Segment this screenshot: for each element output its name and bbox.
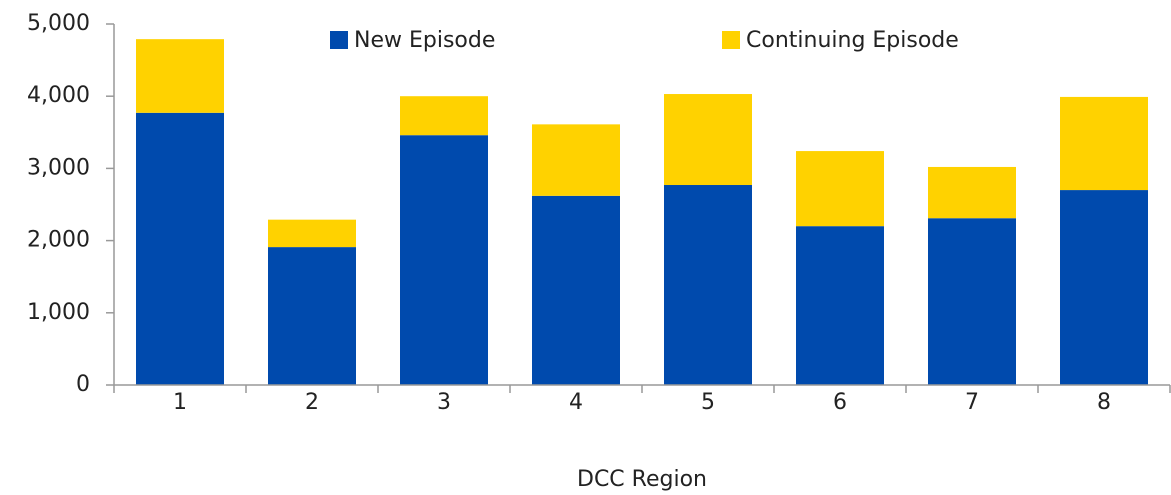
bar-segment <box>664 94 752 186</box>
bar-segment <box>532 124 620 196</box>
bar-segment <box>400 96 488 136</box>
bar-segment <box>400 135 488 385</box>
y-tick-label: 4,000 <box>27 83 90 108</box>
x-tick-label: 1 <box>173 390 187 415</box>
bar-segment <box>136 39 224 113</box>
bar-segment <box>532 195 620 385</box>
x-axis-title: DCC Region <box>577 467 707 492</box>
y-tick-label: 0 <box>76 372 90 397</box>
bar-segment <box>928 218 1016 385</box>
x-tick-label: 8 <box>1097 390 1111 415</box>
x-tick-label: 2 <box>305 390 319 415</box>
y-tick-label: 3,000 <box>27 155 90 180</box>
x-tick-label: 4 <box>569 390 583 415</box>
legend-swatch <box>722 31 740 49</box>
bar-segment <box>796 226 884 385</box>
x-tick-label: 3 <box>437 390 451 415</box>
bar-segment <box>928 166 1016 219</box>
legend-swatch <box>330 31 348 49</box>
bar-segment <box>1060 190 1148 385</box>
bar-segment <box>664 185 752 385</box>
y-tick-label: 1,000 <box>27 300 90 325</box>
x-tick-label: 6 <box>833 390 847 415</box>
bar-segment <box>796 151 884 227</box>
bar-segment <box>1060 96 1148 191</box>
y-tick-label: 5,000 <box>27 11 90 36</box>
bar-segment <box>268 219 356 248</box>
bar-segment <box>136 112 224 385</box>
x-tick-label: 5 <box>701 390 715 415</box>
legend-label: Continuing Episode <box>746 28 959 53</box>
x-tick-label: 7 <box>965 390 979 415</box>
bar-segment <box>268 247 356 385</box>
y-tick-label: 2,000 <box>27 228 90 253</box>
legend-label: New Episode <box>354 28 495 53</box>
